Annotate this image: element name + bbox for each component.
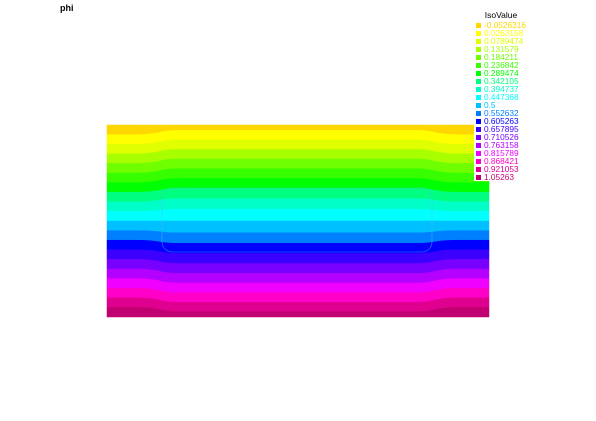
plot-title: phi [60, 3, 74, 13]
legend-value: 0.5 [484, 100, 496, 110]
legend-swatch [476, 134, 481, 140]
legend-swatch [476, 110, 481, 116]
legend-entry: 0.447368 [474, 93, 528, 101]
legend-entry: 1.05263 [474, 173, 528, 181]
legend-entry: 0.394737 [474, 85, 528, 93]
legend-value: 0.868421 [484, 156, 519, 166]
legend-entry: 0.289474 [474, 69, 528, 77]
legend-entry: 0.815789 [474, 149, 528, 157]
legend-value: 0.0789474 [484, 36, 524, 46]
legend-swatch [476, 54, 481, 60]
legend-entry: 0.0263158 [474, 29, 528, 37]
legend-value: 0.657895 [484, 124, 519, 134]
legend-entry: 0.131579 [474, 45, 528, 53]
legend-value: 0.342105 [484, 76, 519, 86]
legend-swatch [476, 158, 481, 164]
legend-swatch [476, 38, 481, 44]
legend-swatch [476, 62, 481, 68]
legend-entry: 0.605263 [474, 117, 528, 125]
legend-swatch [476, 142, 481, 148]
legend-swatch [476, 166, 481, 172]
legend-swatch [476, 94, 481, 100]
legend-value: 0.236842 [484, 60, 519, 70]
legend-swatch [476, 102, 481, 108]
legend-value: 0.0263158 [484, 28, 524, 38]
legend-value: 0.921053 [484, 164, 519, 174]
legend-swatch [476, 86, 481, 92]
legend-swatch [476, 118, 481, 124]
legend-entry: 0.710526 [474, 133, 528, 141]
legend-swatch [476, 78, 481, 84]
legend-value: 1.05263 [484, 172, 514, 182]
legend-entry: 0.921053 [474, 165, 528, 173]
legend-entry: 0.5 [474, 101, 528, 109]
legend-value: 0.184211 [484, 52, 518, 62]
legend-entry: -0.0526316 [474, 21, 528, 29]
legend-entry: 0.763158 [474, 141, 528, 149]
legend-value: 0.815789 [484, 148, 519, 158]
inner-region-outline [161, 187, 433, 253]
legend-value: 0.447368 [484, 92, 519, 102]
legend-swatch [476, 30, 481, 36]
legend-value: 0.763158 [484, 140, 519, 150]
legend-value: 0.710526 [484, 132, 519, 142]
legend-swatch [476, 150, 481, 156]
legend-swatch [476, 22, 481, 28]
legend-entry: 0.342105 [474, 77, 528, 85]
legend-entry: 0.184211 [474, 53, 528, 61]
legend-value: -0.0526316 [484, 20, 526, 30]
legend-value: 0.289474 [484, 68, 519, 78]
legend-swatch [476, 174, 481, 180]
legend-swatch [476, 126, 481, 132]
legend-swatch [476, 46, 481, 52]
legend-value: 0.552632 [484, 108, 519, 118]
legend-entry: 0.0789474 [474, 37, 528, 45]
isovalue-bands [106, 124, 490, 318]
legend-value: 0.131579 [484, 44, 519, 54]
legend-value: 0.605263 [484, 116, 519, 126]
legend-items: -0.0526316 0.0263158 0.0789474 0.131579 0.18… [474, 21, 528, 181]
legend-value: 0.394737 [484, 84, 519, 94]
legend-entry: 0.868421 [474, 157, 528, 165]
legend-entry: 0.657895 [474, 125, 528, 133]
isovalue-band [106, 307, 490, 318]
legend-title: IsoValue [484, 10, 518, 20]
legend: IsoValue -0.0526316 0.0263158 0.0789474 0.1… [474, 10, 528, 181]
legend-entry: 0.552632 [474, 109, 528, 117]
legend-swatch [476, 70, 481, 76]
legend-entry: 0.236842 [474, 61, 528, 69]
